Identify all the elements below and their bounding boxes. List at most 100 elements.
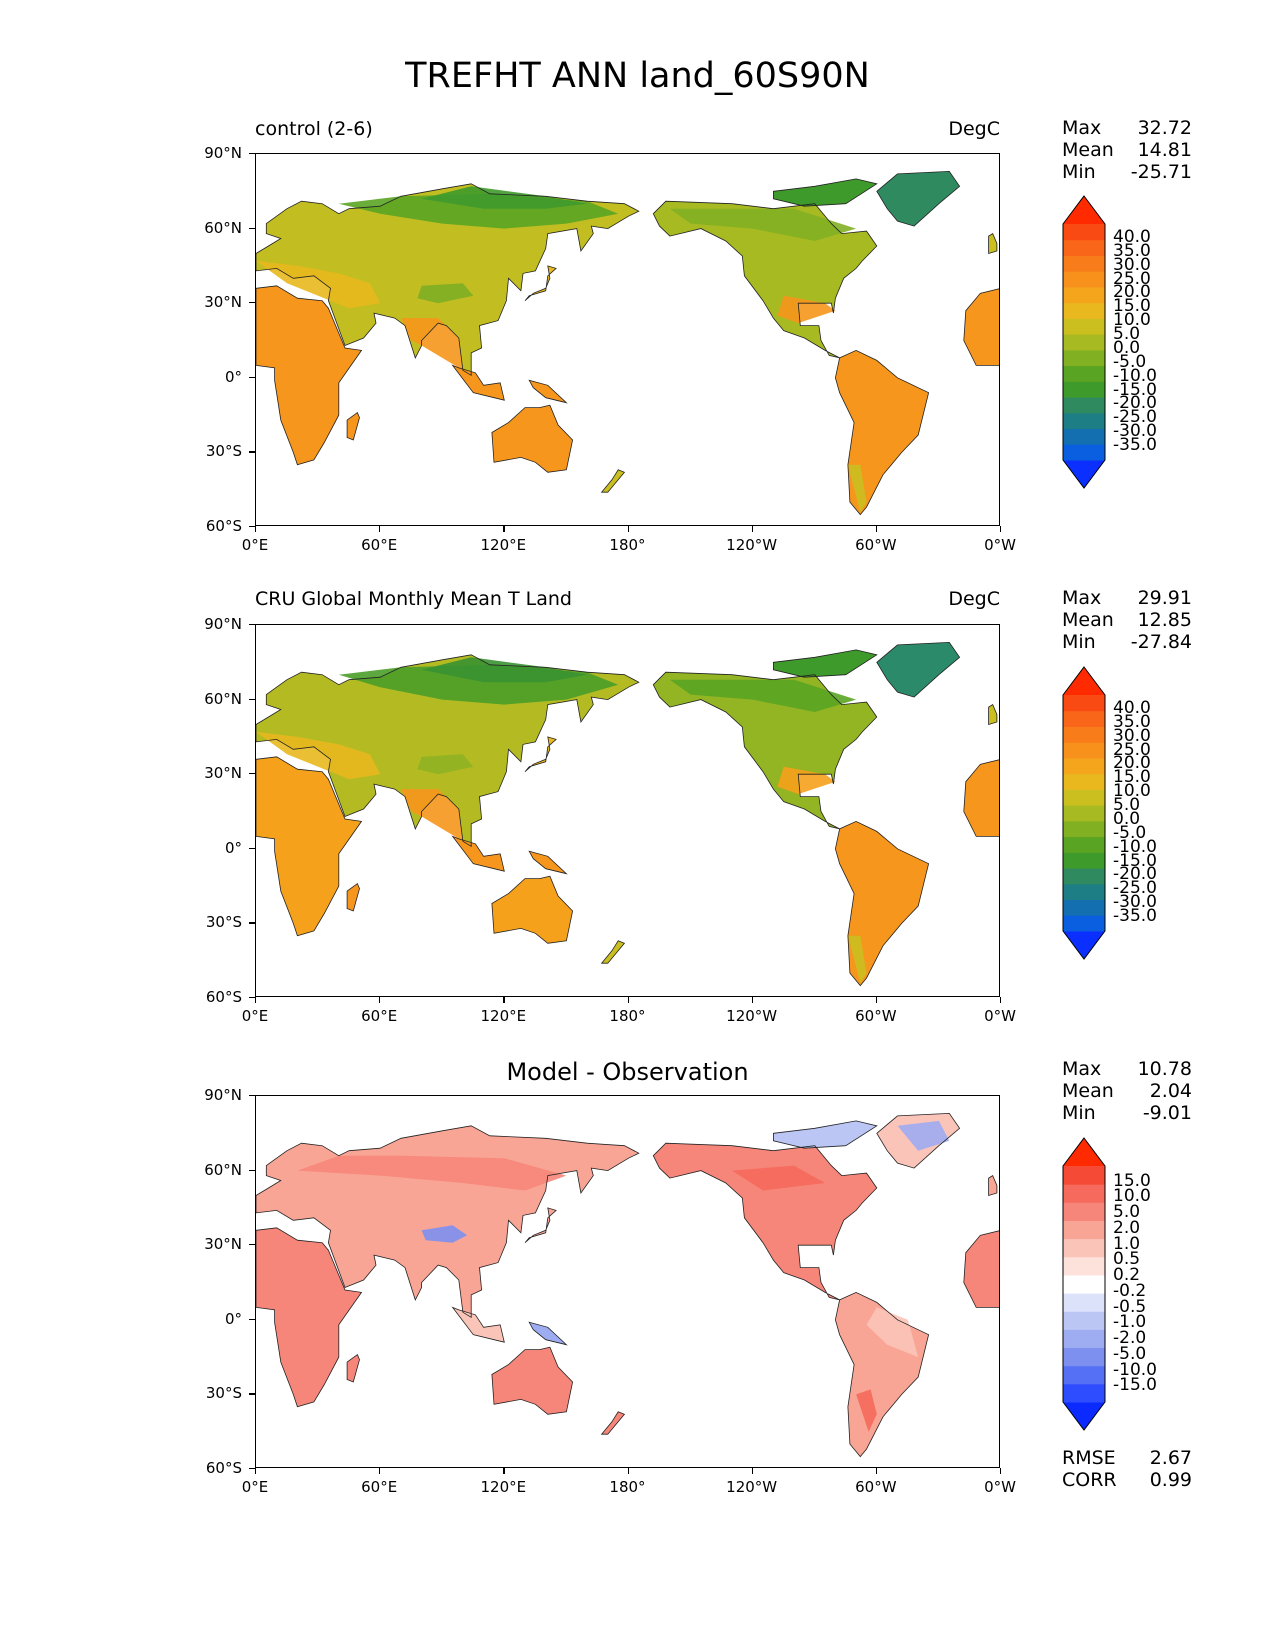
- y-tick-mark: [249, 153, 255, 155]
- colorbar-segment: [1063, 915, 1105, 932]
- stats-control: Max 32.72 Mean 14.81 Min -25.71: [1062, 117, 1192, 183]
- y-tick-mark: [249, 1318, 255, 1320]
- coastline-greenland: [876, 641, 961, 698]
- colorbar-label: -5.0: [1113, 1343, 1147, 1364]
- x-tick-mark: [503, 997, 505, 1003]
- coastline-uk: [988, 233, 998, 255]
- colorbar-segment: [1063, 239, 1105, 256]
- x-tick-label: 60°W: [855, 536, 897, 554]
- colorbar-segment: [1063, 757, 1105, 775]
- coastline-samerica: [834, 820, 930, 987]
- landmass-namerica: [653, 672, 877, 829]
- coastline-africa: [256, 285, 363, 466]
- y-tick-mark: [249, 922, 255, 924]
- stat-label: Min: [1062, 631, 1096, 653]
- x-tick-label: 180°: [609, 1478, 646, 1496]
- x-tick-label: 0°W: [984, 1007, 1016, 1025]
- coastline-namerica: [652, 671, 878, 830]
- colorbar: [1062, 666, 1106, 960]
- stat-value: 14.81: [1137, 139, 1192, 161]
- colorbar-label: 10.0: [1113, 310, 1151, 331]
- colorbar-segment: [1063, 710, 1105, 727]
- landmass-eurasia: [256, 183, 639, 376]
- colorbar-segment: [1063, 318, 1105, 335]
- panel-left-title: CRU Global Monthly Mean T Land: [255, 588, 572, 610]
- landmass-greenland: [876, 171, 960, 227]
- landmass-westafrica: [963, 288, 999, 366]
- landmass-madagascar: [347, 1354, 360, 1382]
- coastline-westafrica: [963, 1230, 999, 1308]
- y-tick-label: 90°N: [204, 1086, 242, 1104]
- contour-band: [777, 295, 836, 324]
- landmass-africa: [256, 1227, 362, 1407]
- landmass-indonesia: [452, 1307, 505, 1343]
- contour-band: [417, 754, 474, 775]
- colorbar-segment: [1063, 1274, 1105, 1294]
- contour-band: [297, 1155, 567, 1191]
- panel-control: control (2-6) DegC: [0, 0, 1275, 450]
- colorbar-label: -35.0: [1113, 435, 1157, 456]
- colorbar-label: -25.0: [1113, 878, 1157, 899]
- landmass-eurasia: [256, 654, 639, 847]
- contour-band: [400, 318, 463, 371]
- coastline-arcticcan: [773, 1120, 878, 1149]
- colorbar-segment: [1063, 1202, 1105, 1221]
- stat-label: RMSE: [1062, 1447, 1116, 1469]
- x-tick-label: 60°E: [361, 536, 398, 554]
- colorbar-segment: [1063, 1347, 1105, 1367]
- map-difference-svg: [256, 1112, 999, 1458]
- colorbar: [1062, 195, 1106, 489]
- y-tick-mark: [249, 773, 255, 775]
- coastline-indonesia: [451, 1306, 505, 1343]
- x-tick-mark: [627, 526, 629, 532]
- stat-label: Mean: [1062, 139, 1114, 161]
- colorbar-label: -1.0: [1113, 1312, 1147, 1333]
- x-tick-label: 180°: [609, 1007, 646, 1025]
- colorbar-label: -15.0: [1113, 379, 1157, 400]
- stat-value: -27.84: [1130, 631, 1192, 653]
- contour-band: [866, 1307, 919, 1358]
- stat-value: 2.67: [1149, 1447, 1192, 1469]
- contour-band: [417, 283, 474, 304]
- colorbar-label: 25.0: [1113, 739, 1151, 760]
- stat-value: -9.01: [1142, 1102, 1192, 1124]
- x-tick-mark: [751, 997, 753, 1003]
- colorbar-label: 2.0: [1113, 1217, 1141, 1238]
- y-tick-label: 30°N: [204, 764, 242, 783]
- coastline-arcticcan: [773, 649, 878, 678]
- colorbar-label: -0.2: [1113, 1280, 1147, 1301]
- x-tick-label: 0°E: [241, 1007, 269, 1025]
- y-tick-label: 0°: [224, 838, 242, 857]
- contour-band: [400, 789, 463, 842]
- y-tick-mark: [249, 1468, 255, 1470]
- x-tick-mark: [1000, 1468, 1002, 1474]
- coastline-australia: [491, 404, 574, 473]
- page-title: TREFHT ANN land_60S90N: [405, 56, 870, 96]
- coastline-newguinea: [528, 850, 568, 875]
- colorbar-outline: [1062, 195, 1106, 489]
- stat-label: Mean: [1062, 1080, 1114, 1102]
- stats-difference: Max 10.78 Mean 2.04 Min -9.01: [1062, 1058, 1192, 1124]
- x-tick-mark: [255, 1468, 257, 1474]
- x-tick-label: 120°E: [480, 536, 527, 554]
- colorbar-label: -5.0: [1113, 822, 1147, 843]
- colorbar-segment: [1063, 1238, 1105, 1258]
- coastline-newguinea: [528, 379, 568, 404]
- coastline-nz: [600, 469, 626, 493]
- colorbar-label: -30.0: [1113, 892, 1157, 913]
- colorbar-label: -10.0: [1113, 365, 1157, 386]
- colorbar-label: 20.0: [1113, 282, 1151, 303]
- stat-label: Min: [1062, 1102, 1096, 1124]
- landmass-indonesia: [452, 365, 505, 401]
- landmass-namerica: [653, 201, 877, 358]
- landmass-nz: [601, 469, 625, 493]
- map-difference: [255, 1095, 1000, 1468]
- y-tick-mark: [249, 997, 255, 999]
- colorbar-label: 0.5: [1113, 1249, 1141, 1270]
- landmass-madagascar: [347, 883, 360, 911]
- x-tick-label: 0°W: [984, 1478, 1016, 1496]
- y-tick-mark: [249, 376, 255, 378]
- colorbar-segment: [1063, 349, 1105, 367]
- contour-band: [847, 935, 867, 984]
- coastline-eurasia: [256, 1125, 640, 1319]
